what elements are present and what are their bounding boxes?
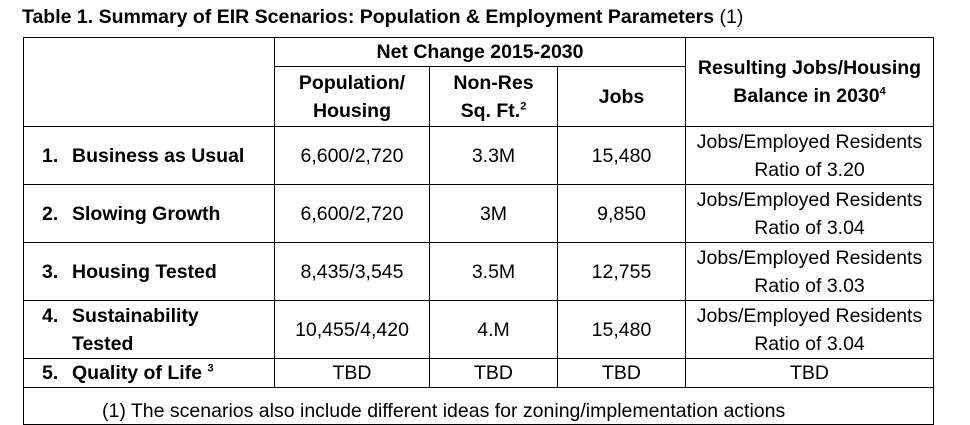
- scenario-number: 5.: [42, 362, 59, 384]
- header-net-change: Net Change 2015-2030: [274, 37, 686, 67]
- jobs-value: 15,480: [557, 126, 686, 185]
- eir-scenarios-table: Net Change 2015-2030 Resulting Jobs/Hous…: [23, 37, 934, 425]
- table-row: 1. Business as Usual 6,600/2,720 3.3M 15,…: [23, 126, 934, 185]
- scenario-label-cell: 5. Quality of Life 3: [23, 358, 275, 388]
- balance-line1: Jobs/Employed Residents: [696, 304, 923, 327]
- balance-cell: TBD: [685, 358, 934, 388]
- scenario-label-cell: 4. Sustainability Tested: [23, 300, 275, 359]
- table-row: 2. Slowing Growth 6,600/2,720 3M 9,850 Jo…: [23, 184, 934, 243]
- nonres-value: 3.5M: [429, 242, 558, 301]
- scenario-number: 4.: [42, 304, 59, 327]
- scenario-name: Quality of Life: [72, 362, 203, 384]
- scenario-name: Business as Usual: [72, 144, 245, 167]
- scenario-name-wrap: Sustainability Tested: [72, 302, 199, 358]
- scenario-label-wrap: 4. Sustainability Tested: [25, 302, 274, 358]
- jobs-value: TBD: [557, 358, 686, 388]
- table-row: 4. Sustainability Tested 10,455/4,420 4.…: [23, 300, 934, 359]
- jobs-value: 9,850: [557, 184, 686, 243]
- balance-cell: Jobs/Employed Residents Ratio of 3.20: [685, 126, 934, 185]
- scenario-number: 2.: [42, 202, 59, 225]
- balance-line2: Ratio of 3.04: [754, 332, 865, 355]
- header-population-line1: Population/: [298, 71, 406, 94]
- balance-cell: Jobs/Employed Residents Ratio of 3.04: [685, 300, 934, 359]
- header-resulting-line2: Balance in 2030: [733, 85, 880, 107]
- header-row-2: Population/ Housing Non-Res Sq. Ft.2 Job…: [24, 66, 934, 127]
- pop-housing-value: 10,455/4,420: [274, 300, 430, 359]
- balance-line2: Ratio of 3.04: [754, 216, 865, 239]
- header-jobs: Jobs: [557, 66, 686, 127]
- nonres-value: 3M: [429, 184, 558, 243]
- jobs-value: 15,480: [557, 300, 686, 359]
- pop-housing-value: 6,600/2,720: [274, 126, 430, 185]
- header-row-1: Net Change 2015-2030 Resulting Jobs/Hous…: [23, 37, 934, 127]
- balance-line1: Jobs/Employed Residents: [696, 130, 923, 153]
- pop-housing-value: 8,435/3,545: [274, 242, 430, 301]
- balance-cell: Jobs/Employed Residents Ratio of 3.04: [685, 184, 934, 243]
- scenario-label-cell: 2. Slowing Growth: [23, 184, 275, 243]
- table-row: 3. Housing Tested 8,435/3,545 3.5M 12,755…: [23, 242, 934, 301]
- balance-cell: Jobs/Employed Residents Ratio of 3.03: [685, 242, 934, 301]
- balance-line1: Jobs/Employed Residents: [696, 246, 923, 269]
- header-population-line2: Housing: [313, 99, 391, 122]
- header-population-housing: Population/ Housing: [274, 66, 430, 127]
- footnote-text: (1) The scenarios also include different…: [23, 387, 934, 425]
- nonres-value: TBD: [429, 358, 558, 388]
- scenario-name: Housing Tested: [72, 260, 217, 283]
- balance-line2: Ratio of 3.20: [754, 158, 865, 181]
- header-nonres-line1: Non-Res: [453, 71, 534, 94]
- header-nonres-footnote-mark: 2: [520, 100, 527, 112]
- header-scenario-cell: [23, 37, 275, 127]
- table-title: Table 1. Summary of EIR Scenarios: Popul…: [22, 6, 743, 29]
- scenario-number: 1.: [42, 144, 59, 167]
- scenario-name-line2: Tested: [72, 332, 134, 355]
- header-nonres-sqft: Non-Res Sq. Ft.2: [429, 66, 558, 127]
- header-nonres-line2-wrap: Sq. Ft.2: [431, 97, 557, 125]
- header-resulting-line1: Resulting Jobs/Housing: [697, 57, 922, 79]
- scenario-name: Sustainability: [72, 304, 199, 327]
- scenario-name: Slowing Growth: [72, 202, 221, 225]
- footnote-row: (1) The scenarios also include different…: [23, 387, 934, 425]
- table-title-note: (1): [714, 6, 744, 28]
- pop-housing-value: 6,600/2,720: [274, 184, 430, 243]
- header-resulting-balance: Resulting Jobs/Housing Balance in 20304: [685, 37, 934, 127]
- table-title-bold: Table 1. Summary of EIR Scenarios: Popul…: [22, 6, 715, 28]
- header-resulting-line2-wrap: Balance in 20304: [687, 82, 933, 110]
- header-resulting-footnote-mark: 4: [879, 85, 886, 98]
- scenario-footnote-mark: 3: [207, 362, 214, 375]
- scenario-name-wrap: Quality of Life 3: [72, 360, 214, 387]
- nonres-value: 3.3M: [429, 126, 558, 185]
- scenario-number: 3.: [42, 260, 59, 283]
- balance-line2: Ratio of 3.03: [754, 274, 865, 297]
- header-nonres-line2: Sq. Ft.: [460, 99, 521, 122]
- jobs-value: 12,755: [557, 242, 686, 301]
- scenario-label-cell: 3. Housing Tested: [23, 242, 275, 301]
- balance-line1: Jobs/Employed Residents: [696, 188, 923, 211]
- pop-housing-value: TBD: [274, 358, 430, 388]
- table-row: 5. Quality of Life 3 TBD TBD TBD TBD: [23, 358, 934, 388]
- nonres-value: 4.M: [429, 300, 558, 359]
- scenario-label-cell: 1. Business as Usual: [23, 126, 275, 185]
